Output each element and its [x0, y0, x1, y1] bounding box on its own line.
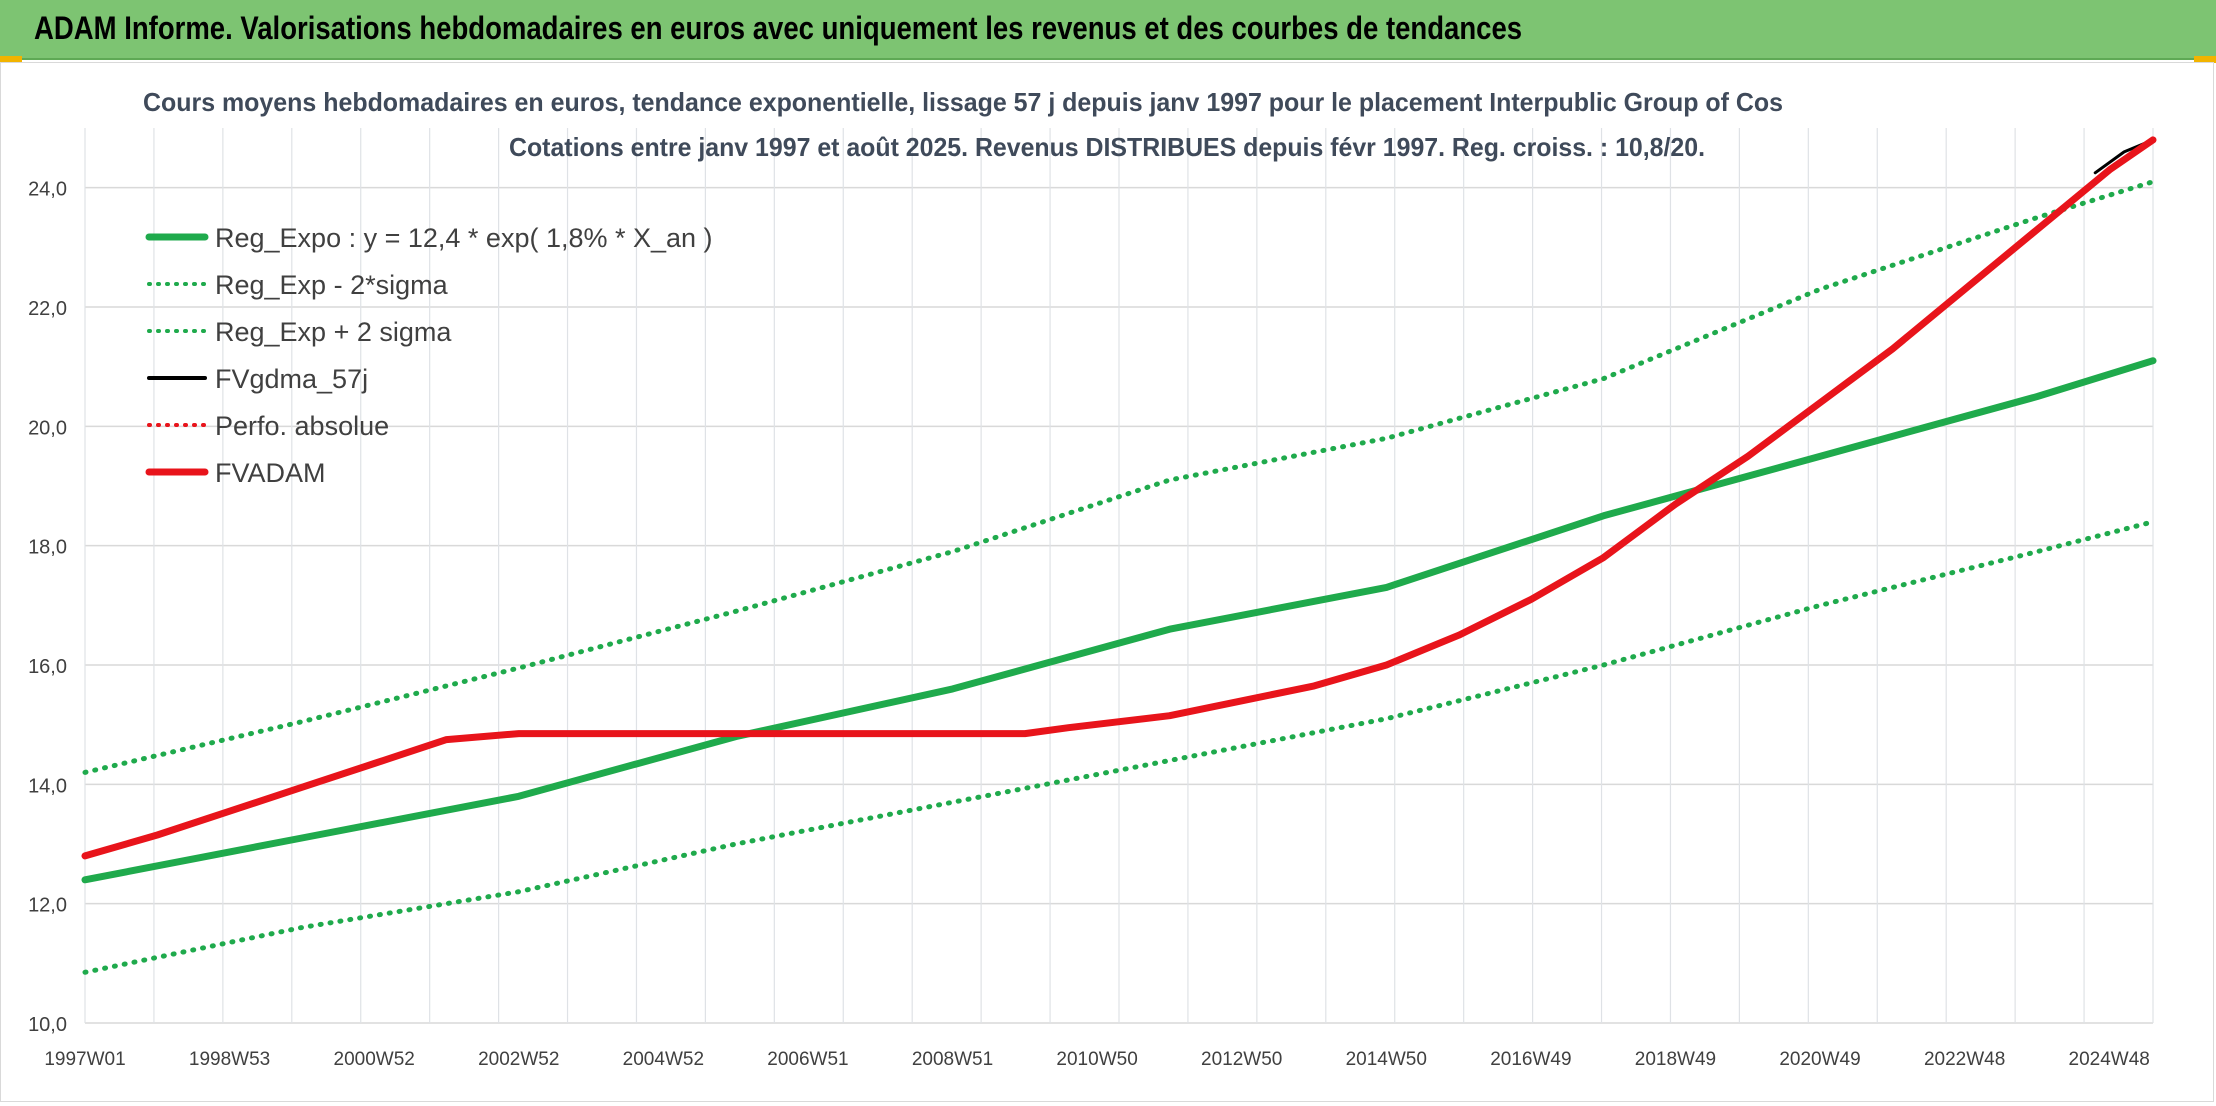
series-line [82, 519, 2156, 975]
y-tick-label: 12,0 [28, 895, 67, 917]
chart-subtitle: Cotations entre janv 1997 et août 2025. … [509, 132, 1705, 162]
x-tick-label: 2016W49 [1490, 1049, 1571, 1070]
x-tick-label: 2004W52 [623, 1049, 704, 1070]
legend-label: FVADAM [215, 458, 326, 488]
series-line [82, 179, 2156, 775]
x-tick-label: 2010W50 [1056, 1049, 1137, 1070]
y-tick-label: 16,0 [28, 656, 67, 678]
chart: Cours moyens hebdomadaires en euros, ten… [28, 87, 2157, 1070]
legend-label: FVgdma_57j [215, 364, 368, 394]
x-tick-label: 2024W48 [2069, 1049, 2150, 1070]
x-tick-label: 2006W51 [767, 1049, 848, 1070]
x-tick-label: 2022W48 [1924, 1049, 2005, 1070]
plot-area [81, 136, 2157, 975]
legend-label: Perfo. absolue [215, 411, 389, 441]
series-line [81, 357, 2157, 884]
report-banner: ADAM Informe. Valorisations hebdomadaire… [0, 0, 2216, 60]
x-tick-label: 2020W49 [1779, 1049, 1860, 1070]
corner-accent-right [2194, 56, 2216, 63]
y-tick-label: 10,0 [28, 1014, 67, 1036]
x-tick-label: 2012W50 [1201, 1049, 1282, 1070]
x-tick-label: 1997W01 [44, 1049, 125, 1070]
chart-title: Cours moyens hebdomadaires en euros, ten… [143, 87, 1783, 117]
x-tick-label: 2018W49 [1635, 1049, 1716, 1070]
x-tick-label: 2000W52 [334, 1049, 415, 1070]
chart-frame: Cours moyens hebdomadaires en euros, ten… [0, 62, 2214, 1102]
legend-label: Reg_Exp + 2 sigma [215, 317, 452, 347]
x-axis: 1997W01 1998W53 2000W52 2002W52 2004W52 2006W… [44, 1049, 2150, 1070]
y-tick-label: 14,0 [28, 775, 67, 797]
x-tick-label: 2014W50 [1346, 1049, 1427, 1070]
series-line [81, 136, 2157, 860]
y-tick-label: 24,0 [28, 179, 67, 201]
x-tick-label: 2002W52 [478, 1049, 559, 1070]
y-tick-label: 18,0 [28, 537, 67, 559]
legend-label: Reg_Exp - 2*sigma [215, 270, 449, 300]
grid [84, 128, 2154, 1024]
corner-accent-left [0, 56, 22, 63]
y-tick-label: 22,0 [28, 298, 67, 320]
legend-label: Reg_Expo : y = 12,4 * exp( 1,8% * X_an ) [215, 223, 713, 253]
x-tick-label: 2008W51 [912, 1049, 993, 1070]
y-axis: 10,0 12,0 14,0 16,0 18,0 20,0 22,0 24,0 [28, 179, 67, 1036]
x-tick-label: 1998W53 [189, 1049, 270, 1070]
y-tick-label: 20,0 [28, 417, 67, 439]
legend: Reg_Expo : y = 12,4 * exp( 1,8% * X_an )… [145, 223, 713, 488]
report-title: ADAM Informe. Valorisations hebdomadaire… [34, 10, 1523, 46]
